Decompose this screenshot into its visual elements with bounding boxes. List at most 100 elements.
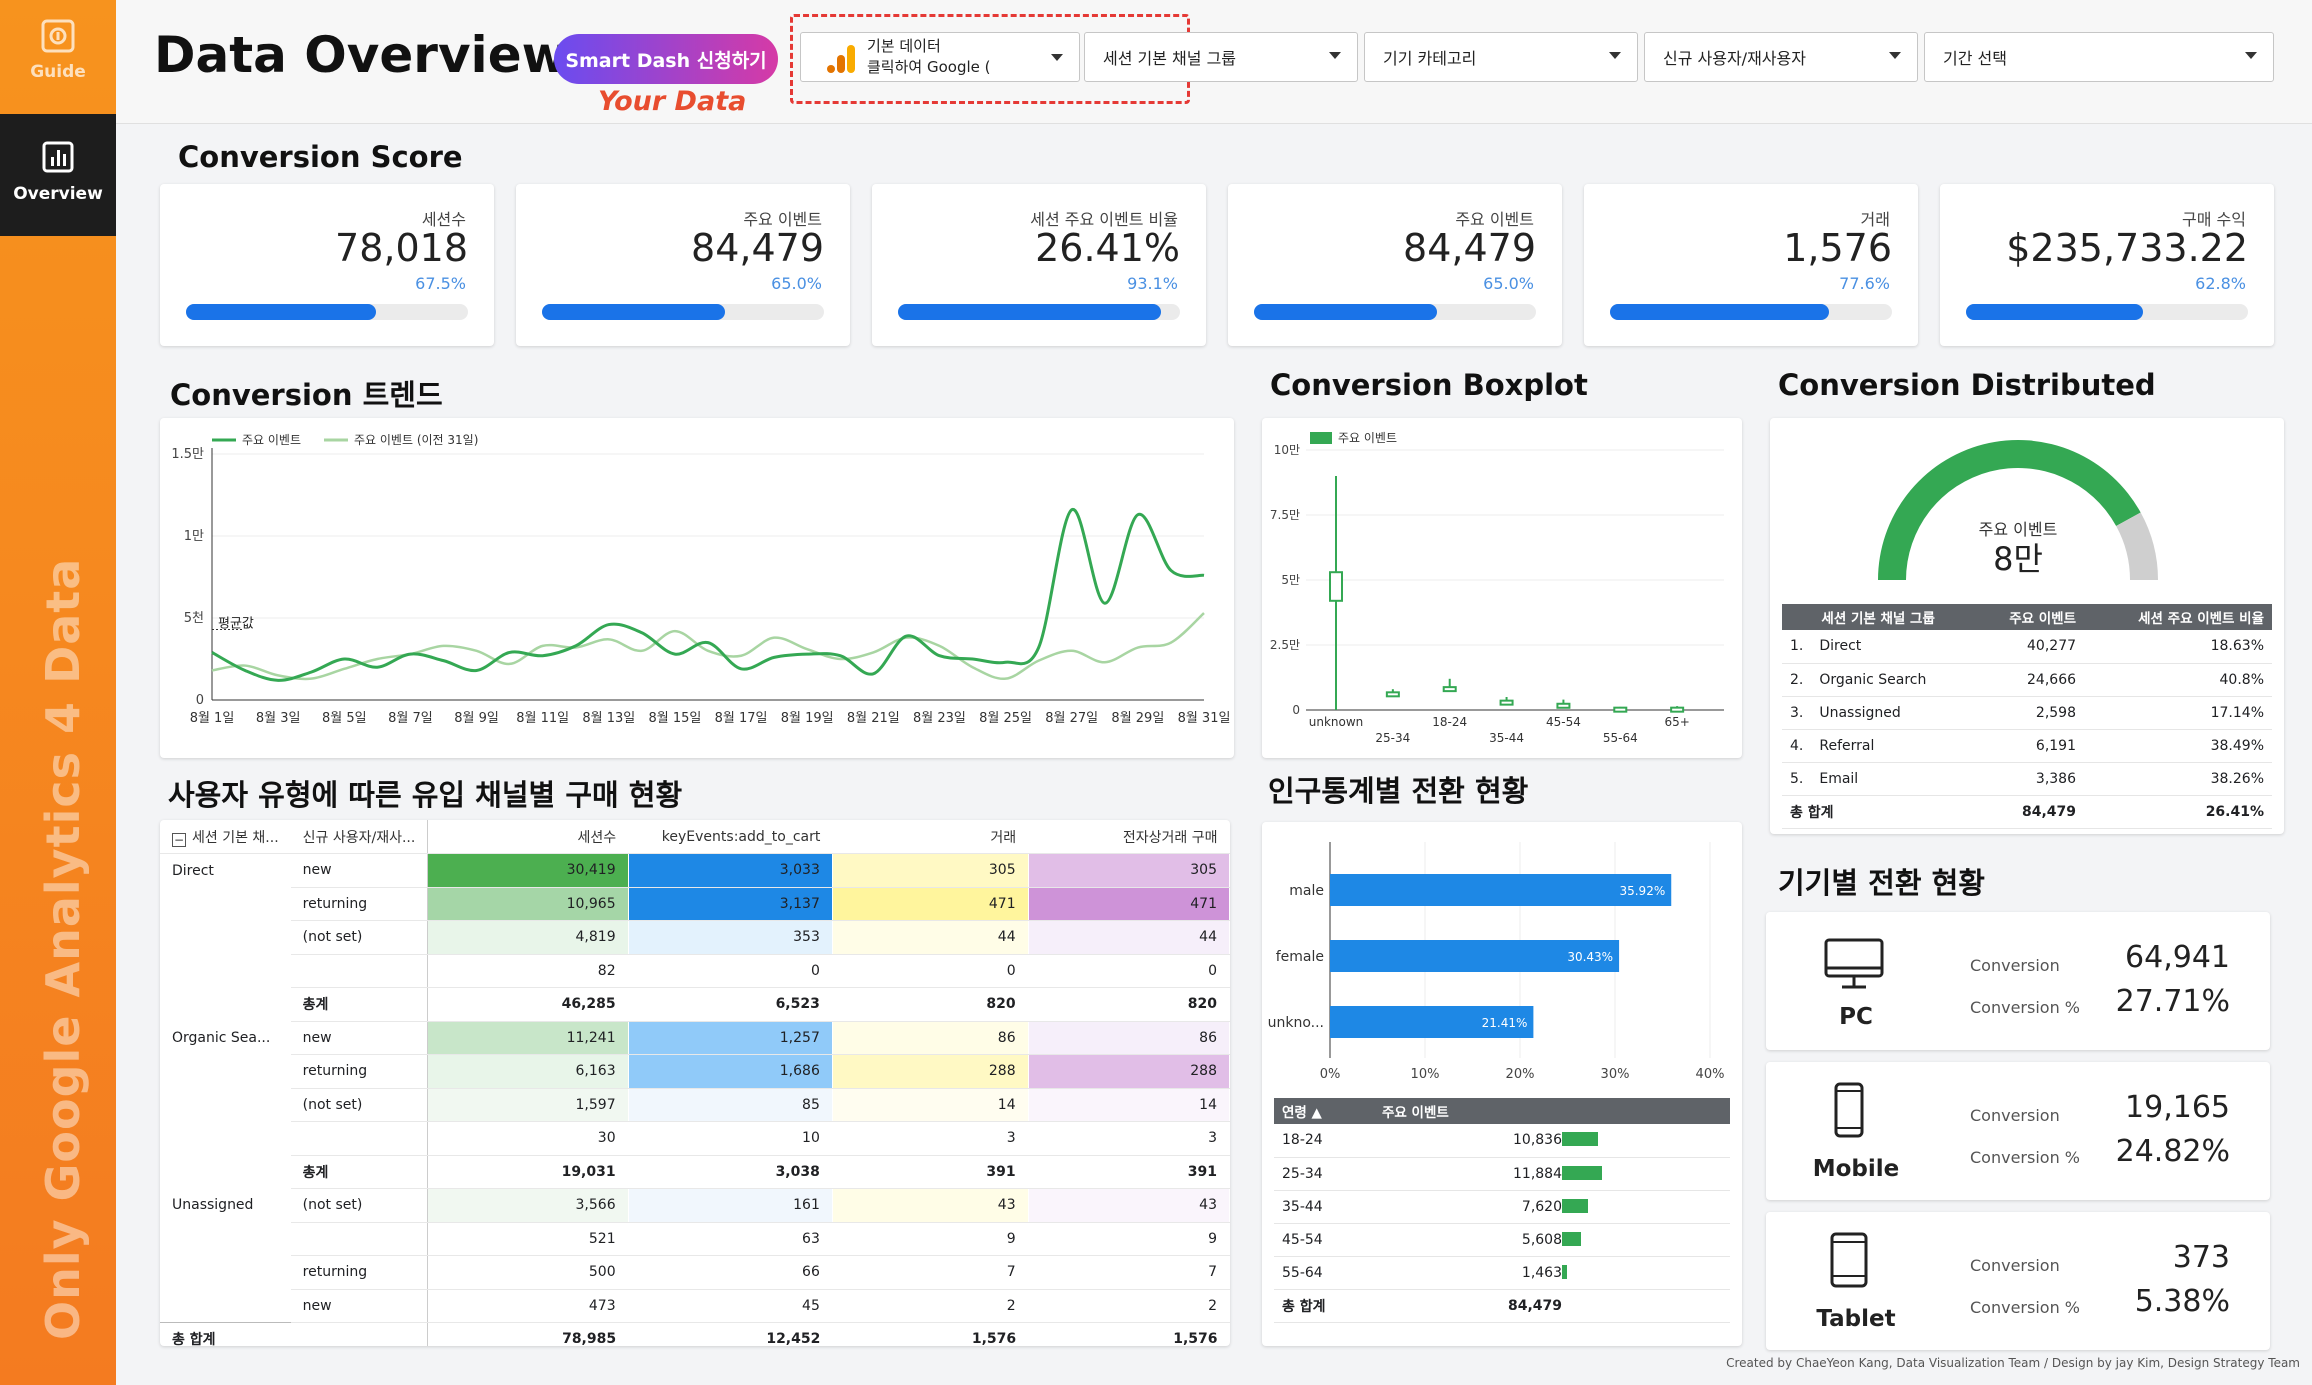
table-row[interactable]: 4. Referral 6,191 38.49%	[1782, 729, 2272, 763]
key-events-value: 24,666	[1974, 663, 2085, 697]
pivot-col-header[interactable]: 세션수	[427, 820, 629, 854]
boxplot-card: 0 2.5만 5만 7.5만 10만 unknown 25-34 18-24 35-44 45-5…	[1262, 418, 1742, 758]
kpi-card: 주요 이벤트 84,479 65.0%	[1228, 184, 1562, 346]
x-tick-label: 8월 11일	[516, 711, 569, 726]
table-row[interactable]: 35-44 7,620	[1274, 1190, 1730, 1224]
table-row[interactable]: 총계 19,031 3,038 391 391	[160, 1155, 1230, 1189]
pivot-col-header[interactable]: 전자상거래 구매	[1028, 820, 1230, 854]
x-tick-label: 8월 19일	[781, 711, 834, 726]
kpi-card: 주요 이벤트 84,479 65.0%	[516, 184, 850, 346]
user-type	[290, 1121, 429, 1156]
table-row[interactable]: returning 10,965 3,137 471 471	[160, 887, 1230, 921]
channel-group	[160, 921, 291, 955]
age-group: 18-24	[1274, 1124, 1374, 1158]
table-row[interactable]: 1. Direct 40,277 18.63%	[1782, 630, 2272, 664]
pivot-col-header[interactable]: keyEvents:add_to_cart	[628, 820, 833, 854]
pivot-cell: 7	[1028, 1255, 1230, 1290]
key-events-value: 6,191	[1974, 729, 2085, 763]
filter-user-type[interactable]: 신규 사용자/재사용자	[1644, 32, 1918, 82]
table-row[interactable]: 82 0 0 0	[160, 954, 1230, 988]
col-header[interactable]: 세션 기본 채널 그룹	[1782, 604, 1975, 630]
demo-bar	[1330, 940, 1620, 972]
table-row[interactable]: 18-24 10,836	[1274, 1124, 1730, 1158]
inline-bar	[1562, 1165, 1602, 1180]
user-type	[290, 1222, 429, 1256]
table-row[interactable]: 총계 46,285 6,523 820 820	[160, 987, 1230, 1022]
filter-date-range[interactable]: 기간 선택	[1924, 32, 2274, 82]
page-title: Data Overview	[154, 26, 568, 84]
table-row[interactable]: 5. Email 3,386 38.26%	[1782, 762, 2272, 796]
trend-title: Conversion 트렌드	[170, 378, 443, 412]
pivot-title: 사용자 유형에 따른 유입 채널별 구매 현황	[168, 778, 683, 812]
pivot-cell: 1,257	[628, 1021, 833, 1055]
table-row[interactable]: Direct new 30,419 3,033 305 305	[160, 853, 1230, 888]
table-row[interactable]: Organic Sea... new 11,241 1,257 86 86	[160, 1021, 1230, 1055]
pivot-cell: 82	[427, 954, 629, 988]
pivot-cell: 14	[832, 1088, 1029, 1122]
x-tick-label: 18-24	[1432, 715, 1467, 729]
col-header[interactable]: 주요 이벤트	[1374, 1098, 1730, 1124]
box-body	[1442, 686, 1457, 693]
boxplot-chart: 0 2.5만 5만 7.5만 10만 unknown 25-34 18-24 35-44 45-5…	[1270, 431, 1724, 745]
rate-value: 38.26%	[2084, 762, 2272, 796]
conversion-value: 373	[2172, 1240, 2230, 1275]
channel-group	[160, 1222, 291, 1256]
pivot-col-header[interactable]: − 세션 기본 채...	[160, 820, 291, 854]
pivot-col-header[interactable]: 거래	[832, 820, 1029, 854]
smart-dash-button[interactable]: Smart Dash 신청하기	[554, 34, 778, 84]
kpi-progress-track	[186, 304, 468, 320]
demo-bar	[1330, 874, 1672, 906]
table-row[interactable]: new 473 45 2 2	[160, 1289, 1230, 1323]
table-row[interactable]: 45-54 5,608	[1274, 1223, 1730, 1257]
collapse-icon[interactable]: −	[172, 832, 186, 847]
table-row[interactable]: 2. Organic Search 24,666 40.8%	[1782, 663, 2272, 697]
conversion-pct-label: Conversion %	[1970, 998, 2080, 1017]
nav-guide[interactable]: Guide	[0, 0, 116, 114]
gauge-fill	[1878, 440, 2141, 580]
guide-icon	[41, 19, 75, 53]
filter-channel-group[interactable]: 세션 기본 채널 그룹	[1084, 32, 1358, 82]
table-row[interactable]: 25-34 11,884	[1274, 1157, 1730, 1191]
key-events-value: 40,277	[1974, 630, 2085, 664]
col-header[interactable]: 주요 이벤트	[1974, 604, 2085, 630]
x-tick-label: 8월 13일	[582, 711, 635, 726]
boxplot-title: Conversion Boxplot	[1270, 368, 1588, 402]
kpi-card: 세션수 78,018 67.5%	[160, 184, 494, 346]
pivot-cell: 9	[832, 1222, 1029, 1256]
category-label: female	[1276, 949, 1324, 965]
pivot-cell: 86	[832, 1021, 1029, 1055]
kpi-progress-bar	[1966, 304, 2144, 320]
demo-bar	[1330, 1006, 1534, 1038]
col-header[interactable]: 세션 주요 이벤트 비율	[2084, 604, 2272, 630]
table-row[interactable]: 521 63 9 9	[160, 1222, 1230, 1256]
table-row[interactable]: Unassigned (not set) 3,566 161 43 43	[160, 1188, 1230, 1223]
x-tick-label: 45-54	[1546, 715, 1581, 729]
distributed-title: Conversion Distributed	[1778, 368, 2156, 402]
data-label: 21.41%	[1482, 1016, 1528, 1030]
header: Data Overview Smart Dash 신청하기 Your Data …	[116, 0, 2312, 124]
sidebar-vertical-text: Only Google Analytics 4 Data	[36, 557, 90, 1340]
nav-overview[interactable]: Overview	[0, 114, 116, 236]
conversion-pct-label: Conversion %	[1970, 1298, 2080, 1317]
filter-device-category[interactable]: 기기 카테고리	[1364, 32, 1638, 82]
table-row[interactable]: returning 500 66 7 7	[160, 1255, 1230, 1290]
table-row[interactable]: 30 10 3 3	[160, 1121, 1230, 1156]
table-row[interactable]: (not set) 1,597 85 14 14	[160, 1088, 1230, 1122]
kpi-progress-track	[1610, 304, 1892, 320]
col-header[interactable]: 연령 ▲	[1274, 1098, 1374, 1124]
table-row[interactable]: 55-64 1,463	[1274, 1256, 1730, 1290]
key-events-value: 1,463	[1521, 1264, 1562, 1281]
category-label: unkno...	[1268, 1015, 1324, 1031]
x-tick-label: 55-64	[1603, 731, 1638, 745]
box-body	[1556, 702, 1571, 709]
conversion-pct-value: 27.71%	[2115, 984, 2230, 1019]
demo-title: 인구통계별 전환 현황	[1268, 774, 1529, 808]
channel-group	[160, 954, 291, 988]
data-source-select[interactable]: 기본 데이터 클릭하여 Google (	[800, 32, 1080, 82]
x-tick-label: 8월 9일	[454, 711, 499, 726]
table-row[interactable]: (not set) 4,819 353 44 44	[160, 920, 1230, 955]
table-row[interactable]: returning 6,163 1,686 288 288	[160, 1054, 1230, 1089]
table-row[interactable]: 3. Unassigned 2,598 17.14%	[1782, 696, 2272, 730]
pivot-col-header[interactable]: 신규 사용자/재사...	[290, 820, 429, 854]
y-tick-label: 0	[1292, 703, 1300, 717]
